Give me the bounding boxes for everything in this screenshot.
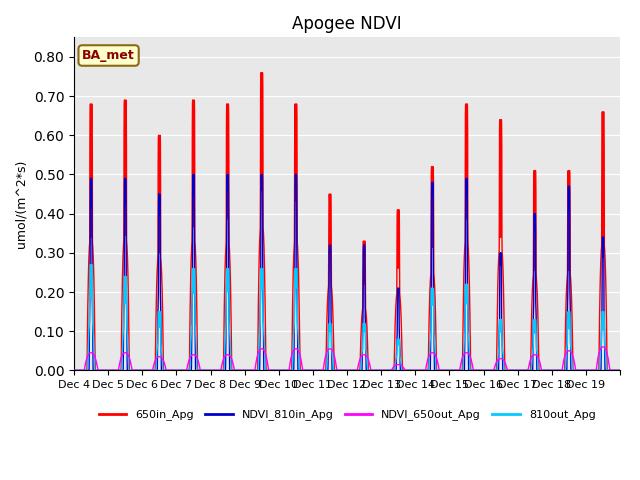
Text: BA_met: BA_met xyxy=(82,49,135,62)
Y-axis label: umol/(m^2*s): umol/(m^2*s) xyxy=(15,160,28,248)
Title: Apogee NDVI: Apogee NDVI xyxy=(292,15,402,33)
Legend: 650in_Apg, NDVI_810in_Apg, NDVI_650out_Apg, 810out_Apg: 650in_Apg, NDVI_810in_Apg, NDVI_650out_A… xyxy=(94,405,600,425)
